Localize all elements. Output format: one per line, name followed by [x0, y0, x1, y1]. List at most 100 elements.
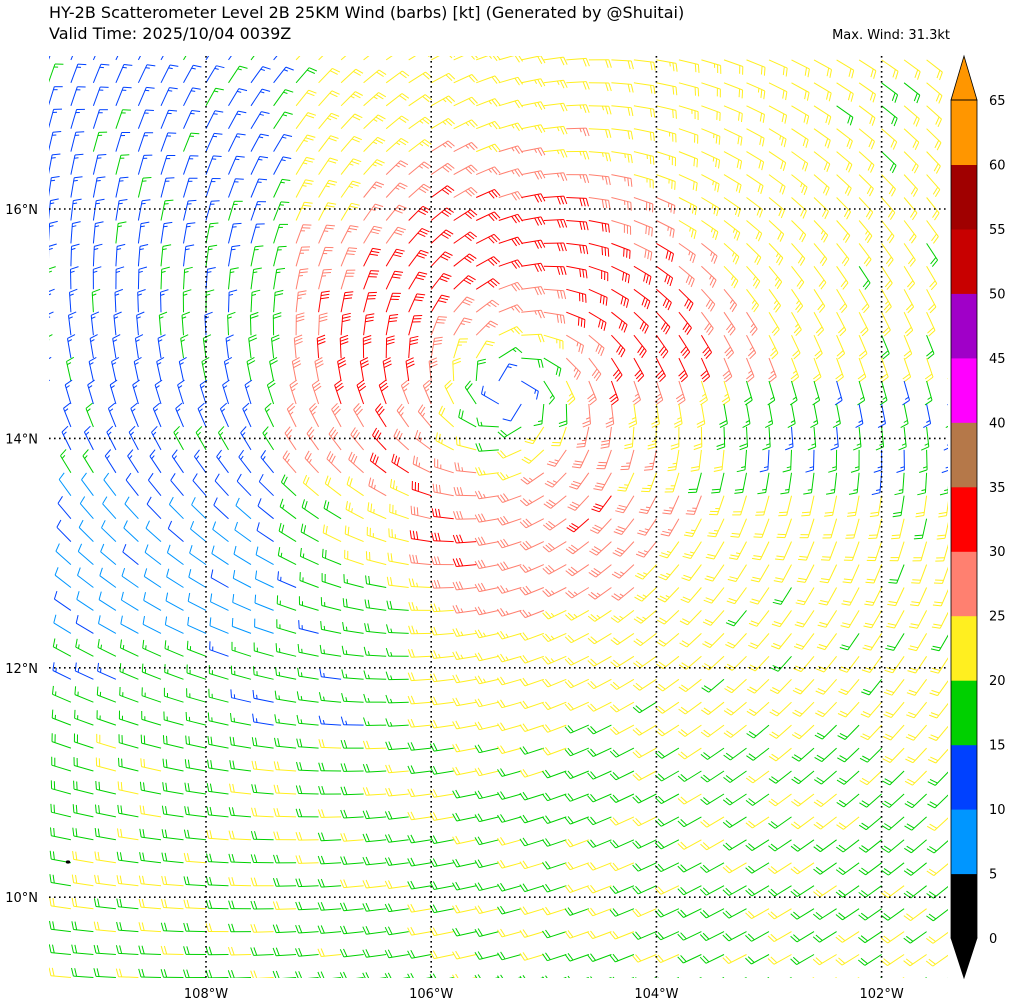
longitude-label: 106°W — [409, 987, 453, 1002]
wind-barb — [183, 222, 196, 244]
wind-barb — [411, 480, 432, 497]
wind-barb — [524, 426, 545, 445]
wind-barb — [632, 908, 657, 918]
wind-barb — [542, 587, 567, 598]
wind-barb — [50, 780, 72, 795]
wind-barb — [430, 117, 455, 130]
wind-barb — [452, 628, 477, 637]
wind-barb — [858, 839, 882, 853]
wind-barb — [317, 809, 342, 818]
wind-barb — [474, 606, 499, 616]
wind-barb — [41, 403, 48, 427]
wind-barb — [79, 496, 94, 520]
wind-barb — [497, 426, 522, 438]
wind-barb — [297, 643, 319, 657]
wind-barb — [408, 335, 419, 359]
wind-barb — [759, 449, 770, 473]
wind-barb — [340, 91, 363, 107]
wind-barb — [675, 380, 686, 406]
wind-barb — [709, 495, 725, 516]
wind-barb — [543, 334, 564, 350]
wind-barb — [907, 656, 928, 674]
wind-barb — [453, 338, 468, 359]
wind-barb — [793, 633, 815, 650]
wind-barb — [723, 220, 741, 241]
wind-barb — [928, 725, 948, 741]
wind-barb — [771, 610, 792, 628]
wind-barb — [139, 781, 162, 795]
wind-barb — [96, 733, 117, 749]
wind-barb — [543, 79, 568, 89]
wind-barb — [881, 197, 896, 220]
wind-barb — [49, 153, 61, 175]
wind-barb — [881, 243, 894, 267]
wind-barb — [134, 334, 144, 359]
wind-barb — [748, 610, 770, 627]
wind-barb — [541, 815, 567, 824]
wind-barb — [903, 908, 927, 922]
wind-barb — [654, 862, 680, 873]
wind-barb — [161, 805, 184, 818]
wind-barb — [564, 747, 589, 757]
wind-barb — [339, 902, 364, 912]
wind-barb — [858, 174, 874, 197]
wind-barb — [279, 498, 297, 520]
wind-barb — [680, 977, 702, 978]
colorbar-tick-label: 10 — [989, 803, 1006, 818]
wind-barb — [543, 149, 568, 158]
wind-barb — [611, 128, 634, 140]
wind-barb — [183, 110, 201, 129]
wind-barb — [722, 885, 747, 896]
wind-barb — [56, 519, 72, 542]
wind-barb — [828, 449, 838, 473]
wind-barb — [656, 610, 680, 625]
wind-barb — [696, 403, 706, 428]
wind-barb — [769, 724, 792, 739]
wind-barb — [587, 380, 597, 406]
wind-barb — [385, 248, 405, 267]
wind-barb — [705, 541, 725, 560]
wind-barb — [363, 717, 387, 726]
wind-barb — [188, 568, 207, 588]
wind-barb — [235, 497, 252, 520]
wind-barb — [408, 227, 430, 244]
wind-barb — [82, 449, 94, 474]
wind-barb — [677, 770, 702, 782]
wind-barb — [115, 221, 127, 244]
wind-barb — [318, 202, 337, 221]
wind-barb — [521, 193, 546, 203]
wind-barb — [881, 839, 905, 853]
wind-barb — [273, 178, 291, 198]
wind-barb — [115, 109, 131, 129]
wind-barb — [791, 82, 810, 101]
wind-barb — [27, 944, 49, 954]
wind-barb — [817, 610, 838, 628]
wind-barb — [542, 975, 567, 978]
wind-barb — [453, 486, 477, 497]
wind-barb — [791, 59, 810, 78]
wind-barb — [924, 380, 933, 406]
wind-barb — [588, 128, 612, 138]
wind-barb — [700, 862, 725, 873]
wind-barb — [145, 520, 162, 542]
wind-barb — [453, 96, 478, 107]
wind-barb — [160, 221, 173, 244]
wind-barb — [49, 897, 71, 910]
wind-barb — [655, 724, 680, 737]
wind-barb — [318, 67, 341, 84]
wind-barb — [453, 510, 477, 520]
wind-barb — [154, 379, 163, 405]
wind-barb — [295, 947, 319, 957]
wind-barb — [702, 633, 725, 649]
wind-barb — [49, 266, 56, 273]
wind-barb — [904, 770, 927, 786]
wind-barb — [926, 151, 941, 174]
wind-barb — [861, 678, 882, 696]
wind-barb — [205, 65, 225, 84]
wind-barb — [34, 544, 49, 565]
wind-barb — [790, 954, 815, 966]
wind-barb — [926, 335, 935, 360]
wind-barb — [408, 71, 433, 84]
wind-barb — [183, 946, 207, 955]
wind-barb — [206, 806, 229, 818]
